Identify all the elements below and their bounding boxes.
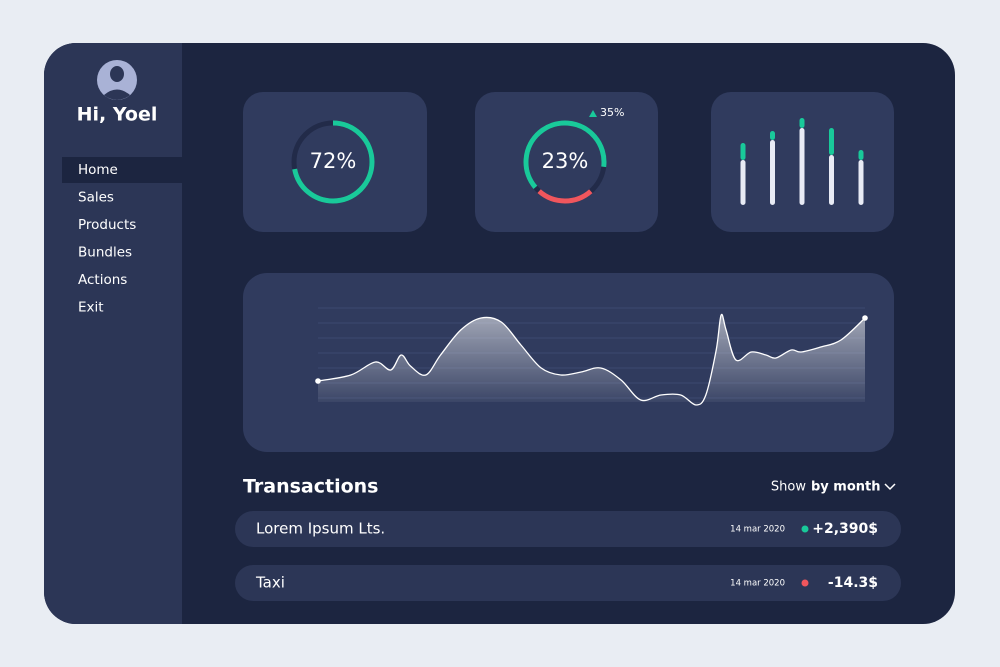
end-point [862, 315, 868, 321]
nav-item[interactable]: Sales [78, 190, 114, 206]
sidebar [44, 43, 182, 624]
transaction-date: 14 mar 2020 [730, 579, 785, 589]
gauge-card [475, 92, 658, 232]
chart-card [243, 273, 894, 452]
nav-item[interactable]: Home [78, 162, 118, 178]
dropdown-icon[interactable] [884, 483, 896, 491]
gauge-label: 72% [310, 149, 357, 173]
bar-white [799, 128, 805, 205]
line [317, 313, 866, 406]
nav-item[interactable]: Products [78, 217, 136, 233]
bar-white [770, 140, 775, 205]
status-dot [801, 579, 809, 587]
section-title: Transactions [243, 476, 378, 498]
transaction-amount: -14.3$ [828, 575, 878, 591]
bar-white [858, 160, 864, 205]
gauge-arc [523, 120, 607, 204]
bar-white [740, 160, 746, 205]
gauge-label: 23% [542, 149, 589, 173]
filter-prefix[interactable]: Show [771, 480, 806, 495]
nav-item[interactable]: Bundles [78, 245, 132, 261]
transaction-name: Lorem Ipsum Lts. [256, 520, 385, 538]
nav-item[interactable]: Exit [78, 300, 104, 316]
gauge-change: 35% [600, 106, 624, 119]
bar-white [829, 155, 834, 205]
bar-green [740, 143, 746, 160]
gauge-card [243, 92, 427, 232]
change-icon [589, 110, 597, 117]
filter[interactable]: by month [811, 480, 881, 495]
end-point [315, 378, 321, 384]
nav-item[interactable]: Actions [78, 272, 127, 288]
bar-green [770, 131, 775, 140]
bar-green [858, 150, 864, 160]
gauge-arc [291, 120, 375, 204]
transaction-row[interactable] [235, 565, 901, 601]
bar-green [799, 118, 805, 128]
transaction-row[interactable] [235, 511, 901, 547]
nav-active [62, 157, 190, 183]
transaction-amount: +2,390$ [812, 521, 878, 537]
bar-green [829, 128, 834, 155]
status-dot [801, 525, 809, 533]
transaction-name: Taxi [255, 574, 285, 592]
transaction-date: 14 mar 2020 [730, 525, 785, 535]
avatar-icon [104, 66, 130, 100]
greeting: Hi, Yoel [77, 104, 158, 126]
